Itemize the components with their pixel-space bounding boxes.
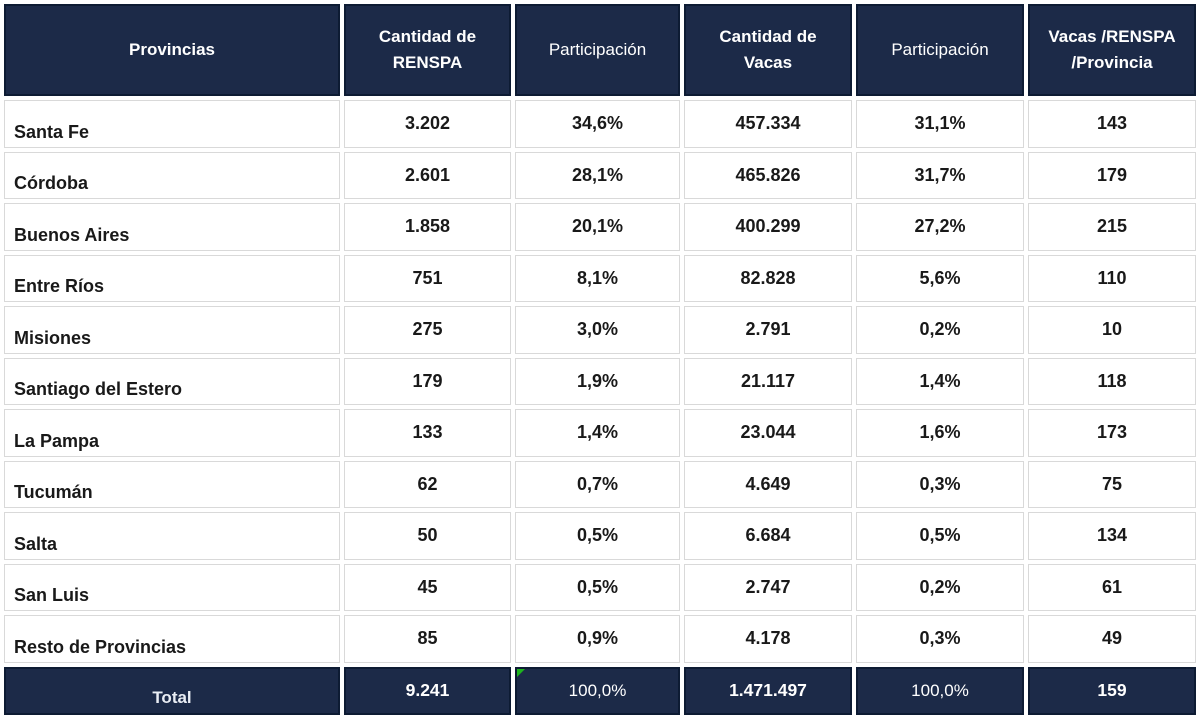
value-cell[interactable]: 8,1% <box>515 254 680 302</box>
value-cell[interactable]: 0,5% <box>856 512 1024 560</box>
total-participacion-renspa-value: 100,0% <box>568 680 627 700</box>
value-cell[interactable]: 75 <box>1028 460 1196 508</box>
value-cell[interactable]: 118 <box>1028 357 1196 405</box>
table-row: Misiones 275 3,0% 2.791 0,2% 10 <box>4 306 1196 354</box>
value-cell[interactable]: 4.178 <box>684 615 852 663</box>
value-cell[interactable]: 215 <box>1028 203 1196 251</box>
value-cell[interactable]: 457.334 <box>684 100 852 148</box>
total-label-cell[interactable]: Total <box>4 666 340 715</box>
value-cell[interactable]: 31,7% <box>856 151 1024 199</box>
value-cell[interactable]: 62 <box>344 460 511 508</box>
column-header-provincias[interactable]: Provincias <box>4 4 340 96</box>
province-name-cell[interactable]: La Pampa <box>4 409 340 457</box>
table-row: Córdoba 2.601 28,1% 465.826 31,7% 179 <box>4 151 1196 199</box>
value-cell[interactable]: 4.649 <box>684 460 852 508</box>
value-cell[interactable]: 10 <box>1028 306 1196 354</box>
province-name-cell[interactable]: Misiones <box>4 306 340 354</box>
column-header-cantidad-vacas[interactable]: Cantidad de Vacas <box>684 4 852 96</box>
value-cell[interactable]: 50 <box>344 512 511 560</box>
value-cell[interactable]: 465.826 <box>684 151 852 199</box>
value-cell[interactable]: 28,1% <box>515 151 680 199</box>
value-cell[interactable]: 751 <box>344 254 511 302</box>
total-vacas-cell[interactable]: 1.471.497 <box>684 666 852 715</box>
value-cell[interactable]: 3,0% <box>515 306 680 354</box>
value-cell[interactable]: 143 <box>1028 100 1196 148</box>
table-row: Santiago del Estero 179 1,9% 21.117 1,4% 118 <box>4 357 1196 405</box>
value-cell[interactable]: 1,9% <box>515 357 680 405</box>
value-cell[interactable]: 110 <box>1028 254 1196 302</box>
table-row: Entre Ríos 751 8,1% 82.828 5,6% 110 <box>4 254 1196 302</box>
table-row: San Luis 45 0,5% 2.747 0,2% 61 <box>4 563 1196 611</box>
table-row: Tucumán 62 0,7% 4.649 0,3% 75 <box>4 460 1196 508</box>
total-renspa-cell[interactable]: 9.241 <box>344 666 511 715</box>
province-name-cell[interactable]: Santiago del Estero <box>4 357 340 405</box>
value-cell[interactable]: 6.684 <box>684 512 852 560</box>
value-cell[interactable]: 0,2% <box>856 306 1024 354</box>
value-cell[interactable]: 0,5% <box>515 512 680 560</box>
value-cell[interactable]: 21.117 <box>684 357 852 405</box>
header-row: Provincias Cantidad de RENSPA Participac… <box>4 4 1196 96</box>
value-cell[interactable]: 1,6% <box>856 409 1024 457</box>
column-header-vacas-renspa-provincia[interactable]: Vacas /RENSPA /Provincia <box>1028 4 1196 96</box>
province-name-cell[interactable]: Buenos Aires <box>4 203 340 251</box>
value-cell[interactable]: 85 <box>344 615 511 663</box>
value-cell[interactable]: 61 <box>1028 563 1196 611</box>
column-header-participacion-vacas[interactable]: Participación <box>856 4 1024 96</box>
value-cell[interactable]: 31,1% <box>856 100 1024 148</box>
province-name-cell[interactable]: Salta <box>4 512 340 560</box>
value-cell[interactable]: 179 <box>1028 151 1196 199</box>
province-name-cell[interactable]: San Luis <box>4 563 340 611</box>
value-cell[interactable]: 0,3% <box>856 615 1024 663</box>
province-name-cell[interactable]: Santa Fe <box>4 100 340 148</box>
table-row: Resto de Provincias 85 0,9% 4.178 0,3% 49 <box>4 615 1196 663</box>
value-cell[interactable]: 179 <box>344 357 511 405</box>
province-name-cell[interactable]: Córdoba <box>4 151 340 199</box>
value-cell[interactable]: 173 <box>1028 409 1196 457</box>
table-header: Provincias Cantidad de RENSPA Participac… <box>4 4 1196 96</box>
value-cell[interactable]: 45 <box>344 563 511 611</box>
value-cell[interactable]: 2.747 <box>684 563 852 611</box>
province-name-cell[interactable]: Tucumán <box>4 460 340 508</box>
value-cell[interactable]: 2.791 <box>684 306 852 354</box>
value-cell[interactable]: 0,3% <box>856 460 1024 508</box>
column-header-participacion-renspa[interactable]: Participación <box>515 4 680 96</box>
value-cell[interactable]: 49 <box>1028 615 1196 663</box>
value-cell[interactable]: 133 <box>344 409 511 457</box>
table-body: Santa Fe 3.202 34,6% 457.334 31,1% 143 Córdoba… <box>4 100 1196 663</box>
value-cell[interactable]: 0,5% <box>515 563 680 611</box>
value-cell[interactable]: 20,1% <box>515 203 680 251</box>
value-cell[interactable]: 1,4% <box>515 409 680 457</box>
value-cell[interactable]: 134 <box>1028 512 1196 560</box>
value-cell[interactable]: 275 <box>344 306 511 354</box>
province-name-cell[interactable]: Entre Ríos <box>4 254 340 302</box>
value-cell[interactable]: 1,4% <box>856 357 1024 405</box>
value-cell[interactable]: 1.858 <box>344 203 511 251</box>
value-cell[interactable]: 0,9% <box>515 615 680 663</box>
table-row: Salta 50 0,5% 6.684 0,5% 134 <box>4 512 1196 560</box>
total-participacion-vacas-cell[interactable]: 100,0% <box>856 666 1024 715</box>
value-cell[interactable]: 34,6% <box>515 100 680 148</box>
table-row: La Pampa 133 1,4% 23.044 1,6% 173 <box>4 409 1196 457</box>
value-cell[interactable]: 27,2% <box>856 203 1024 251</box>
province-name-cell[interactable]: Resto de Provincias <box>4 615 340 663</box>
value-cell[interactable]: 0,7% <box>515 460 680 508</box>
column-header-cantidad-renspa[interactable]: Cantidad de RENSPA <box>344 4 511 96</box>
total-row: Total 9.241 100,0% 1.471.497 100,0% 159 <box>4 666 1196 715</box>
table-footer: Total 9.241 100,0% 1.471.497 100,0% 159 <box>4 666 1196 715</box>
value-cell[interactable]: 3.202 <box>344 100 511 148</box>
table-row: Santa Fe 3.202 34,6% 457.334 31,1% 143 <box>4 100 1196 148</box>
excel-error-triangle-icon <box>517 668 525 677</box>
value-cell[interactable]: 2.601 <box>344 151 511 199</box>
value-cell[interactable]: 400.299 <box>684 203 852 251</box>
table-row: Buenos Aires 1.858 20,1% 400.299 27,2% 215 <box>4 203 1196 251</box>
value-cell[interactable]: 0,2% <box>856 563 1024 611</box>
value-cell[interactable]: 5,6% <box>856 254 1024 302</box>
value-cell[interactable]: 23.044 <box>684 409 852 457</box>
value-cell[interactable]: 82.828 <box>684 254 852 302</box>
total-vacas-renspa-provincia-cell[interactable]: 159 <box>1028 666 1196 715</box>
total-participacion-renspa-cell[interactable]: 100,0% <box>515 666 680 715</box>
